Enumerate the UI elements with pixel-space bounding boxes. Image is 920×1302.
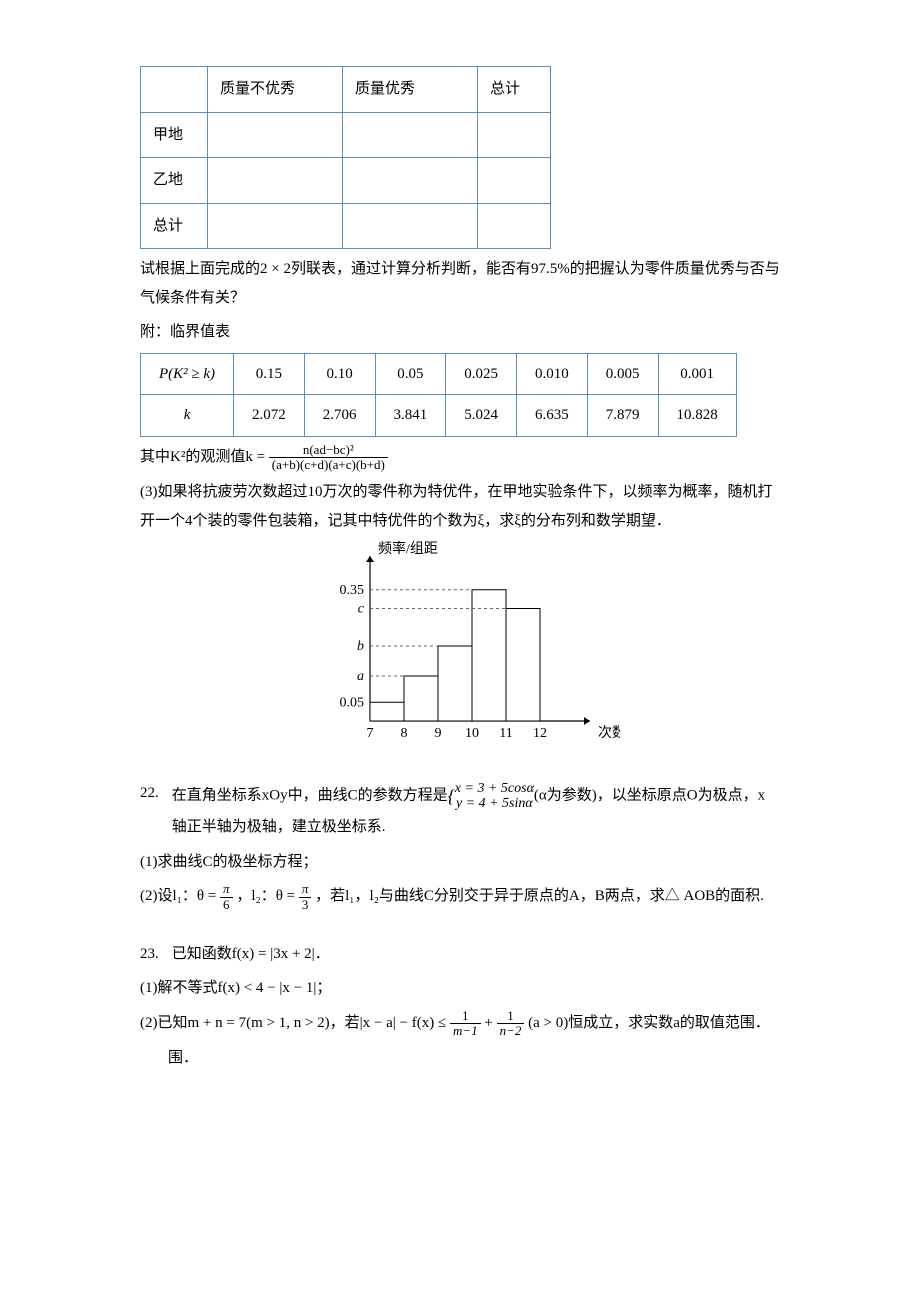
t2-h1: 0.15 — [234, 353, 305, 395]
formula-den: (a+b)(c+d)(a+c)(b+d) — [269, 458, 388, 472]
t1-r3c0: 总计 — [141, 203, 208, 249]
t1-r1c0: 甲地 — [141, 112, 208, 158]
q22-p2a: (2)设l₁：θ = — [140, 889, 216, 905]
q22-case-top: x = 3 + 5cosα — [455, 781, 534, 796]
question-22: 22. 在直角坐标系xOy中，曲线C的参数方程是{x = 3 + 5cosαy … — [140, 779, 780, 842]
svg-text:12: 12 — [533, 726, 547, 741]
frequency-histogram: 0.35 c ba 0.05 7 8 9 10 11 12 频率/组距次数 — [300, 541, 620, 751]
q23-num: 23. — [140, 940, 168, 969]
question-23: 23. 已知函数f(x) = |3x + 2|． — [140, 940, 780, 969]
svg-text:11: 11 — [499, 726, 512, 741]
q22-p2c: ，若l₁，l₂与曲线C分别交于异于原点的A，B两点，求△ AOB的面积. — [315, 889, 764, 905]
t1-h1: 质量不优秀 — [208, 67, 343, 113]
t2-v1: 2.072 — [234, 395, 305, 437]
critical-value-table: P(K² ≥ k) 0.15 0.10 0.05 0.025 0.010 0.0… — [140, 353, 737, 437]
q22-case-bot: y = 4 + 5sinα — [455, 796, 534, 811]
t1-r2c0: 乙地 — [141, 158, 208, 204]
svg-text:0.35: 0.35 — [340, 583, 365, 598]
t1-r2c1 — [208, 158, 343, 204]
contingency-table: 质量不优秀 质量优秀 总计 甲地 乙地 总计 — [140, 66, 551, 249]
formula-num: n(ad−bc)² — [269, 443, 388, 458]
svg-text:8: 8 — [401, 726, 408, 741]
q23-p2-cont: 围． — [140, 1044, 780, 1073]
q22-num: 22. — [140, 779, 168, 808]
svg-text:次数: 次数 — [598, 725, 620, 741]
svg-text:7: 7 — [367, 726, 374, 741]
formula-prefix: 其中K²的观测值k = — [140, 449, 265, 465]
k-squared-formula: 其中K²的观测值k = n(ad−bc)² (a+b)(c+d)(a+c)(b+… — [140, 443, 780, 473]
t1-h2: 质量优秀 — [343, 67, 478, 113]
t1-r2c2 — [343, 158, 478, 204]
t2-v6: 7.879 — [587, 395, 658, 437]
para-part3: (3)如果将抗疲劳次数超过10万次的零件称为特优件，在甲地实验条件下，以频率为概… — [140, 478, 780, 535]
q23-text: 已知函数f(x) = |3x + 2|． — [172, 940, 780, 969]
q23-p2c: (a > 0)恒成立，求实数a的取值范围． — [528, 1015, 770, 1031]
t1-h0 — [141, 67, 208, 113]
svg-text:b: b — [357, 639, 364, 654]
q22-text-a: 在直角坐标系xOy中，曲线C的参数方程是 — [172, 788, 448, 804]
t1-r3c1 — [208, 203, 343, 249]
t2-k: k — [141, 395, 234, 437]
t2-h7: 0.001 — [658, 353, 736, 395]
t2-h4: 0.025 — [446, 353, 517, 395]
t1-r1c1 — [208, 112, 343, 158]
t2-v7: 10.828 — [658, 395, 736, 437]
t1-r3c3 — [478, 203, 551, 249]
t1-r1c2 — [343, 112, 478, 158]
t2-v5: 6.635 — [517, 395, 588, 437]
svg-text:c: c — [358, 602, 365, 617]
t1-r2c3 — [478, 158, 551, 204]
t2-v2: 2.706 — [304, 395, 375, 437]
q23-p2a: (2)已知m + n = 7(m > 1, n > 2)，若|x − a| − … — [140, 1015, 446, 1031]
q23-p1: (1)解不等式f(x) < 4 − |x − 1|； — [140, 974, 780, 1003]
t2-h2: 0.10 — [304, 353, 375, 395]
svg-text:频率/组距: 频率/组距 — [378, 541, 438, 557]
t2-v4: 5.024 — [446, 395, 517, 437]
svg-text:10: 10 — [465, 726, 479, 741]
svg-text:a: a — [357, 669, 364, 684]
q23-p2b: + — [484, 1015, 496, 1031]
q22-p2: (2)设l₁：θ = π6 ，l₂：θ = π3 ，若l₁，l₂与曲线C分别交于… — [140, 882, 780, 912]
t2-h3: 0.05 — [375, 353, 446, 395]
q23-p2: (2)已知m + n = 7(m > 1, n > 2)，若|x − a| − … — [140, 1009, 780, 1039]
t2-v3: 3.841 — [375, 395, 446, 437]
para-appendix-label: 附：临界值表 — [140, 318, 780, 347]
q22-p2b: ，l₂：θ = — [236, 889, 295, 905]
svg-text:0.05: 0.05 — [340, 695, 365, 710]
t2-h6: 0.005 — [587, 353, 658, 395]
svg-text:9: 9 — [435, 726, 442, 741]
t1-r3c2 — [343, 203, 478, 249]
para-contingency-question: 试根据上面完成的2 × 2列联表，通过计算分析判断，能否有97.5%的把握认为零… — [140, 255, 780, 312]
t2-h0: P(K² ≥ k) — [141, 353, 234, 395]
t2-h5: 0.010 — [517, 353, 588, 395]
formula-fraction: n(ad−bc)² (a+b)(c+d)(a+c)(b+d) — [269, 443, 388, 473]
t1-r1c3 — [478, 112, 551, 158]
t1-h3: 总计 — [478, 67, 551, 113]
q22-p1: (1)求曲线C的极坐标方程； — [140, 848, 780, 877]
